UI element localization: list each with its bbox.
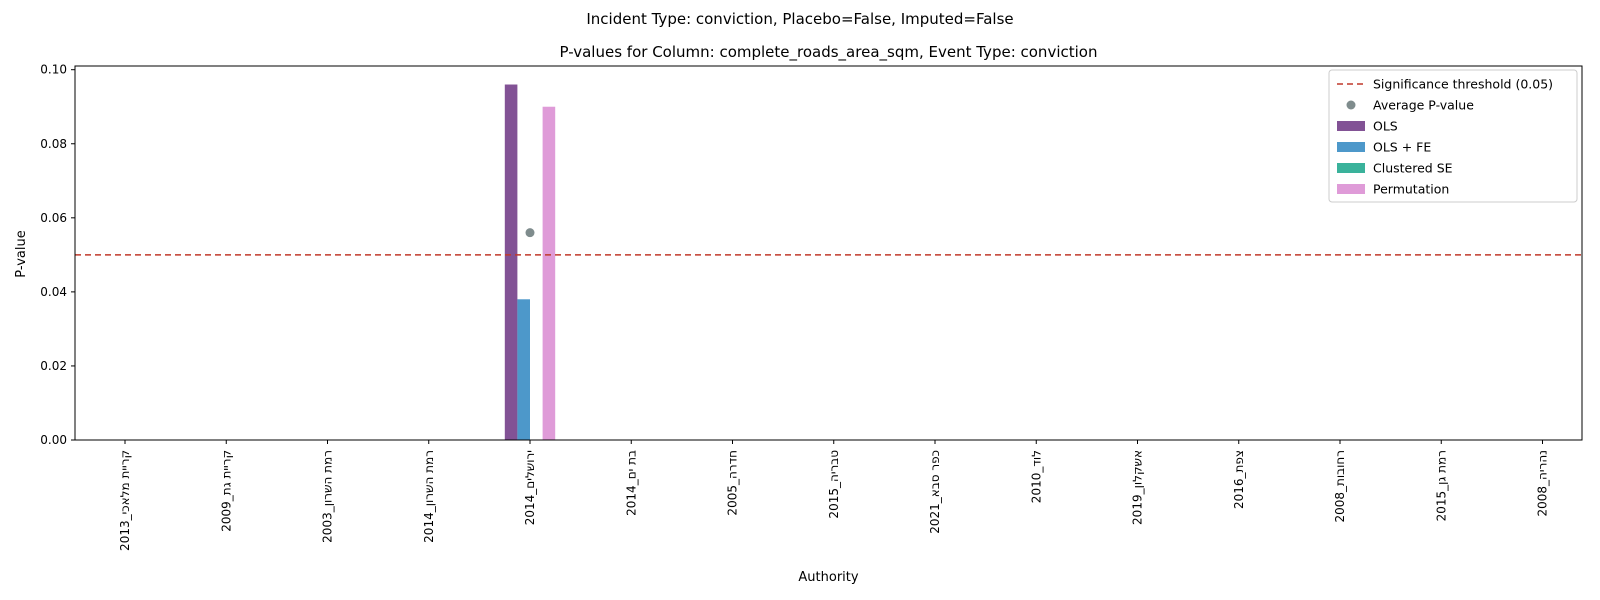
bar-ols-fe-4 bbox=[517, 299, 530, 440]
x-tick-label-2: רמת השרון_2003 bbox=[321, 450, 335, 543]
x-tick-label-1: קריית גת_2009 bbox=[219, 450, 233, 532]
legend-label-ols: OLS bbox=[1373, 119, 1398, 134]
legend-label-significance-threshold-0-05: Significance threshold (0.05) bbox=[1373, 77, 1553, 92]
legend-swatch-average-p-value bbox=[1346, 100, 1356, 110]
legend-label-ols-fe: OLS + FE bbox=[1373, 140, 1431, 155]
chart-title: P-values for Column: complete_roads_area… bbox=[560, 43, 1098, 62]
y-tick-label-3: 0.06 bbox=[40, 211, 67, 225]
legend-swatch-ols bbox=[1337, 121, 1365, 131]
average-point-0 bbox=[525, 228, 535, 238]
x-axis-label: Authority bbox=[798, 570, 858, 585]
legend: Significance threshold (0.05) Average P-v… bbox=[1328, 69, 1578, 203]
plot-area: 0.00 0.02 0.04 0.06 0.08 0.10 קריית מלאכי_2013… bbox=[40, 63, 1583, 551]
legend-label-clustered-se: Clustered SE bbox=[1373, 161, 1453, 176]
bar-permutation-4 bbox=[542, 106, 556, 441]
y-tick-label-4: 0.08 bbox=[40, 137, 67, 151]
axes-frame bbox=[74, 65, 1583, 441]
legend-label-average-p-value: Average P-value bbox=[1373, 98, 1474, 113]
x-tick-label-9: לוד_2010 bbox=[1029, 450, 1043, 503]
x-tick-label-12: רחובות_2008 bbox=[1333, 450, 1347, 523]
x-tick-label-7: טבריה_2015 bbox=[827, 450, 841, 519]
x-tick-label-11: צפת_2016 bbox=[1232, 450, 1246, 509]
legend-box bbox=[1328, 69, 1578, 203]
figure-suptitle: Incident Type: conviction, Placebo=False… bbox=[586, 10, 1013, 28]
x-tick-label-6: חדרה_2005 bbox=[726, 450, 740, 516]
y-tick-label-2: 0.04 bbox=[40, 285, 67, 299]
x-tick-label-14: נהריה_2008 bbox=[1536, 450, 1550, 517]
legend-swatch-permutation bbox=[1337, 184, 1365, 194]
y-tick-label-0: 0.00 bbox=[40, 433, 67, 447]
x-tick-label-4: ירושלים_2014 bbox=[523, 450, 537, 525]
x-tick-label-13: רמת גן_2015 bbox=[1434, 450, 1448, 521]
bar-ols-4 bbox=[504, 84, 518, 440]
y-axis-label: P-value bbox=[14, 230, 29, 277]
x-tick-label-5: בת ים_2014 bbox=[624, 450, 638, 516]
x-tick-label-0: קריית מלאכי_2013 bbox=[118, 450, 132, 551]
legend-swatch-ols-fe bbox=[1337, 142, 1365, 152]
legend-swatch-clustered-se bbox=[1337, 163, 1365, 173]
y-tick-label-5: 0.10 bbox=[40, 63, 67, 77]
x-tick-label-3: רמת השרון_2014 bbox=[422, 450, 436, 543]
x-tick-label-8: כפר סבא_2021 bbox=[928, 450, 942, 534]
x-tick-label-10: אשקלון_2019 bbox=[1131, 450, 1145, 525]
y-tick-label-1: 0.02 bbox=[40, 359, 67, 373]
legend-label-permutation: Permutation bbox=[1373, 182, 1449, 197]
